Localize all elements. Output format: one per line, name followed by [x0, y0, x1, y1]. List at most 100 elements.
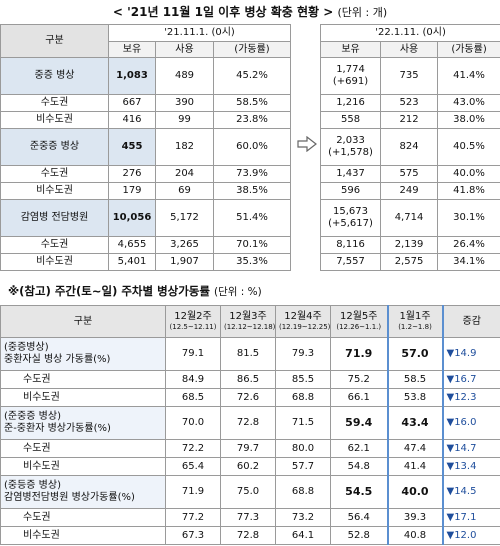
- header-row: 구분 12월2주 (12.5~12.11) 12월3주 (12.12~12.18) 12월…: [0, 305, 500, 338]
- cell: 86.5: [220, 370, 276, 389]
- cell: 45.2%: [212, 57, 292, 95]
- cell: 56.4: [330, 508, 388, 527]
- cell: 824: [380, 128, 439, 166]
- sub-row: 수도권 72.2 79.7 80.0 62.1 47.4 ▼14.7: [0, 439, 500, 458]
- spacer: [290, 182, 322, 200]
- cell-line: (12.12~12.18): [224, 323, 276, 332]
- cell: 66.1: [330, 388, 388, 407]
- cell: 596: [320, 182, 382, 200]
- corner-header: 구분: [0, 24, 109, 58]
- cell: 204: [155, 165, 214, 183]
- cell-line: 12월4주: [284, 311, 322, 323]
- cell: 2,033 (+1,578): [320, 128, 382, 166]
- cell-line: 12월3주: [229, 311, 267, 323]
- unit: (단위 : 개): [337, 6, 388, 19]
- cell: 70.1%: [212, 236, 292, 254]
- cell: ▼13.4: [442, 457, 500, 476]
- cell: 558: [320, 111, 382, 129]
- cell: 7,557: [320, 253, 382, 271]
- spacer: [290, 57, 322, 95]
- column-header: (가동률): [437, 41, 500, 58]
- cell: 47.4: [386, 439, 444, 458]
- cell: 43.4: [386, 406, 444, 440]
- row-label: 수도권: [0, 165, 109, 183]
- cell: 43.0%: [437, 94, 500, 112]
- cell: 54.5: [330, 475, 388, 509]
- cell: 5,172: [155, 199, 214, 237]
- cell: 1,774 (+691): [320, 57, 382, 95]
- column-header: 12월5주 (12.26~1.1.): [330, 305, 388, 338]
- cell: 75.0: [220, 475, 276, 509]
- cell: 10,056: [108, 199, 156, 237]
- group-header: '21.11.1. (0시): [107, 24, 292, 42]
- cell-line: (1.2~1.8): [398, 323, 432, 332]
- cell: 52.8: [330, 526, 388, 545]
- cell: 40.0%: [437, 165, 500, 183]
- cell-line: 중환자실 병상 가동률(%): [4, 354, 111, 365]
- row-label: 수도권: [0, 508, 166, 527]
- cell: ▼16.7: [442, 370, 500, 389]
- cell: 735: [380, 57, 439, 95]
- cell: 41.8%: [437, 182, 500, 200]
- cell: 65.4: [165, 457, 221, 476]
- column-header: 사용: [155, 41, 214, 58]
- cell: 72.8: [220, 526, 276, 545]
- cell-line: (중증병상): [4, 342, 49, 353]
- table2-unit: (단위 : %): [213, 286, 262, 298]
- cell: ▼16.0: [442, 406, 500, 440]
- cell-line: 12월5주: [340, 311, 378, 323]
- cell: ▼17.1: [442, 508, 500, 527]
- sub-row: 비수도권 67.3 72.8 64.1 52.8 40.8 ▼12.0: [0, 526, 500, 545]
- group-header: '22.1.11. (0시): [320, 24, 500, 42]
- cell: 40.5%: [437, 128, 500, 166]
- spacer: [290, 253, 322, 271]
- main-row: 중증 병상 1,083 489 45.2% 1,774 (+691) 735 41.4%: [0, 57, 500, 95]
- cell: 99: [155, 111, 214, 129]
- sub-row: 비수도권 416 99 23.8% 558 212 38.0%: [0, 111, 500, 129]
- row-label: 비수도권: [0, 526, 166, 545]
- cell: 69: [155, 182, 214, 200]
- cell: 68.5: [165, 388, 221, 407]
- cell: 73.9%: [212, 165, 292, 183]
- cell: 71.5: [275, 406, 331, 440]
- spacer: [290, 236, 322, 254]
- cell: 54.8: [330, 457, 388, 476]
- header-row: 구분 '21.11.1. (0시) '22.1.11. (0시): [0, 24, 500, 58]
- row-label: (준중증 병상) 준-중환자 병상가동률(%): [0, 406, 166, 440]
- cell-line: (+5,617): [328, 218, 373, 229]
- title: < '21년 11월 1일 이후 병상 확충 현황 >: [112, 5, 334, 19]
- column-header: 1월1주 (1.2~1.8): [386, 305, 444, 338]
- cell: 575: [380, 165, 439, 183]
- cell: 70.0: [165, 406, 221, 440]
- cell: ▼14.5: [442, 475, 500, 509]
- cell: 85.5: [275, 370, 331, 389]
- cell-line: 1월1주: [399, 311, 431, 323]
- cell: 84.9: [165, 370, 221, 389]
- cell: 40.0: [386, 475, 444, 509]
- cell: 182: [155, 128, 214, 166]
- row-label: 수도권: [0, 236, 109, 254]
- row-label: 비수도권: [0, 111, 109, 129]
- cell: 38.0%: [437, 111, 500, 129]
- cell: ▼14.7: [442, 439, 500, 458]
- cell: 79.1: [165, 337, 221, 371]
- cell: 79.7: [220, 439, 276, 458]
- cell: 71.9: [330, 337, 388, 371]
- cell-line: (+691): [332, 76, 369, 87]
- cell: 667: [108, 94, 156, 112]
- cell: 1,216: [320, 94, 382, 112]
- cell: ▼14.9: [442, 337, 500, 371]
- cell-line: 2,033: [336, 135, 365, 146]
- main-row: (준중증 병상) 준-중환자 병상가동률(%) 70.0 72.8 71.5 59.4 43…: [0, 406, 500, 440]
- cell: 62.1: [330, 439, 388, 458]
- spacer: [290, 94, 322, 112]
- cell: 58.5%: [212, 94, 292, 112]
- cell: 15,673 (+5,617): [320, 199, 382, 237]
- cell: 3,265: [155, 236, 214, 254]
- cell: 1,907: [155, 253, 214, 271]
- cell: 58.5: [386, 370, 444, 389]
- cell-line: 15,673: [333, 206, 369, 217]
- cell: 523: [380, 94, 439, 112]
- cell: 68.8: [275, 475, 331, 509]
